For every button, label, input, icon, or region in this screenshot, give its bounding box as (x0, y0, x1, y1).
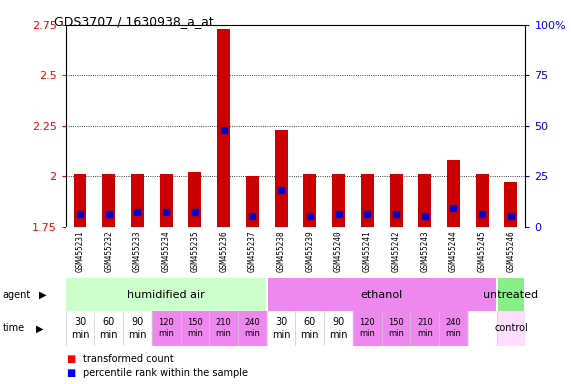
Bar (411, 311, 439, 346)
Bar (267, 311, 296, 346)
Text: 150
min: 150 min (388, 318, 404, 338)
Text: GSM455238: GSM455238 (276, 231, 286, 272)
Bar (303, 174, 316, 227)
Bar (131, 174, 144, 227)
Text: GSM455240: GSM455240 (334, 231, 343, 272)
Text: untreated: untreated (484, 290, 538, 300)
Text: 210
min: 210 min (417, 318, 433, 338)
Text: humidified air: humidified air (127, 290, 205, 300)
Text: GSM455244: GSM455244 (449, 231, 458, 272)
Bar (332, 174, 345, 227)
Text: 30
min: 30 min (272, 317, 291, 339)
Text: agent: agent (3, 290, 31, 300)
Text: ethanol: ethanol (360, 290, 403, 300)
Text: GSM455235: GSM455235 (191, 231, 199, 272)
Bar (94, 311, 123, 346)
Text: ▶: ▶ (39, 290, 46, 300)
Text: percentile rank within the sample: percentile rank within the sample (83, 368, 248, 378)
Bar (497, 311, 525, 346)
Bar (505, 182, 517, 227)
Bar (476, 174, 489, 227)
Text: 60
min: 60 min (300, 317, 319, 339)
Text: GSM455239: GSM455239 (305, 231, 315, 272)
Bar (267, 278, 497, 311)
Bar (389, 174, 403, 227)
Text: 30
min: 30 min (71, 317, 89, 339)
Bar (439, 311, 468, 346)
Text: ■: ■ (66, 368, 75, 378)
Bar (210, 311, 238, 346)
Bar (66, 311, 94, 346)
Text: ■: ■ (66, 354, 75, 364)
Text: control: control (494, 323, 528, 333)
Bar (102, 174, 115, 227)
Text: 240
min: 240 min (445, 318, 461, 338)
Bar (324, 311, 353, 346)
Text: 210
min: 210 min (216, 318, 232, 338)
Text: 60
min: 60 min (99, 317, 118, 339)
Text: 90
min: 90 min (329, 317, 348, 339)
Bar (361, 174, 374, 227)
Text: GSM455232: GSM455232 (104, 231, 113, 272)
Text: time: time (3, 323, 25, 333)
Text: GSM455241: GSM455241 (363, 231, 372, 272)
Text: GSM455236: GSM455236 (219, 231, 228, 272)
Text: GSM455233: GSM455233 (133, 231, 142, 272)
Text: 150
min: 150 min (187, 318, 203, 338)
Text: GSM455242: GSM455242 (392, 231, 400, 272)
Bar (468, 311, 497, 346)
Bar (160, 174, 172, 227)
Bar (381, 311, 411, 346)
Bar (447, 160, 460, 227)
Text: 90
min: 90 min (128, 317, 147, 339)
Bar (246, 176, 259, 227)
Bar (419, 174, 431, 227)
Text: GSM455231: GSM455231 (75, 231, 85, 272)
Text: 120
min: 120 min (359, 318, 375, 338)
Bar (188, 172, 202, 227)
Text: 120
min: 120 min (158, 318, 174, 338)
Text: ▶: ▶ (36, 323, 43, 333)
Bar (152, 311, 180, 346)
Bar (497, 278, 525, 311)
Text: transformed count: transformed count (83, 354, 174, 364)
Bar (238, 311, 267, 346)
Text: GSM455245: GSM455245 (478, 231, 486, 272)
Text: 240
min: 240 min (244, 318, 260, 338)
Bar (296, 311, 324, 346)
Bar (275, 130, 288, 227)
Text: GSM455234: GSM455234 (162, 231, 171, 272)
Text: GSM455237: GSM455237 (248, 231, 257, 272)
Bar (353, 311, 381, 346)
Bar (74, 174, 86, 227)
Bar (217, 29, 230, 227)
Text: GSM455243: GSM455243 (420, 231, 429, 272)
Bar (66, 278, 267, 311)
Text: GSM455246: GSM455246 (506, 231, 516, 272)
Bar (180, 311, 210, 346)
Text: GDS3707 / 1630938_a_at: GDS3707 / 1630938_a_at (54, 15, 214, 28)
Bar (123, 311, 152, 346)
